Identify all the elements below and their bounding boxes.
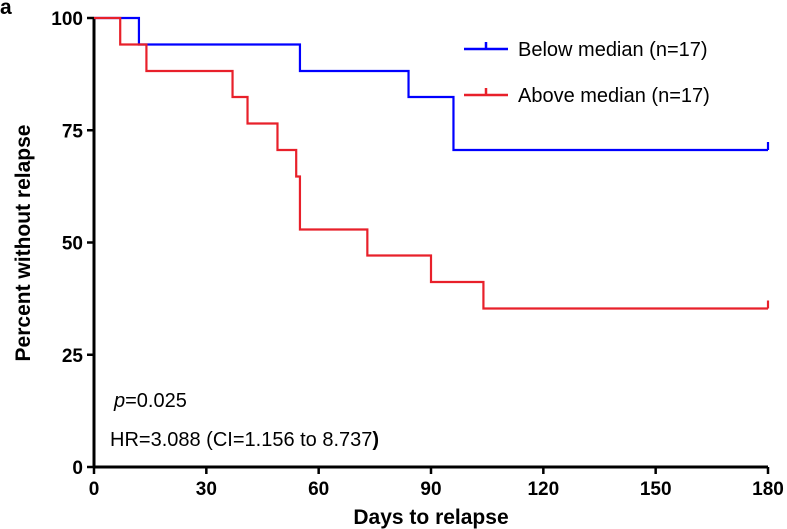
km-curve-above-median [94,16,768,310]
panel-label: a [0,0,12,19]
legend: Below median (n=17) Above median (n=17) [464,39,710,107]
y-tick-label: 0 [72,458,83,479]
p-value: =0.025 [125,390,187,412]
x-tick-label: 30 [196,479,217,500]
y-tick-label: 50 [62,234,83,255]
y-tick-label: 25 [62,346,84,367]
hr-text: HR=3.088 (CI=1.156 to 8.737 [110,429,372,451]
y-axis-title: Percent without relapse [12,125,35,362]
hr-close-paren: ) [372,429,379,451]
p-value-annotation: p=0.025 [113,390,187,412]
series-layer [94,16,770,310]
x-axis-title: Days to relapse [353,506,508,529]
x-tick-label: 0 [89,479,100,500]
x-tick-label: 90 [420,479,441,500]
ticks: 0 30 60 90 120 150 180 0 25 50 75 100 [51,9,784,500]
legend-label-below: Below median (n=17) [518,39,708,61]
km-curve-below-median [94,16,768,152]
x-tick-label: 60 [308,479,329,500]
x-tick-label: 150 [640,479,672,500]
legend-label-above: Above median (n=17) [518,85,710,107]
x-tick-label: 180 [752,479,784,500]
x-tick-label: 120 [527,479,559,500]
hr-annotation: HR=3.088 (CI=1.156 to 8.737) [110,429,379,451]
p-symbol: p [113,390,125,412]
y-tick-label: 75 [62,121,84,142]
y-tick-label: 100 [51,9,83,30]
